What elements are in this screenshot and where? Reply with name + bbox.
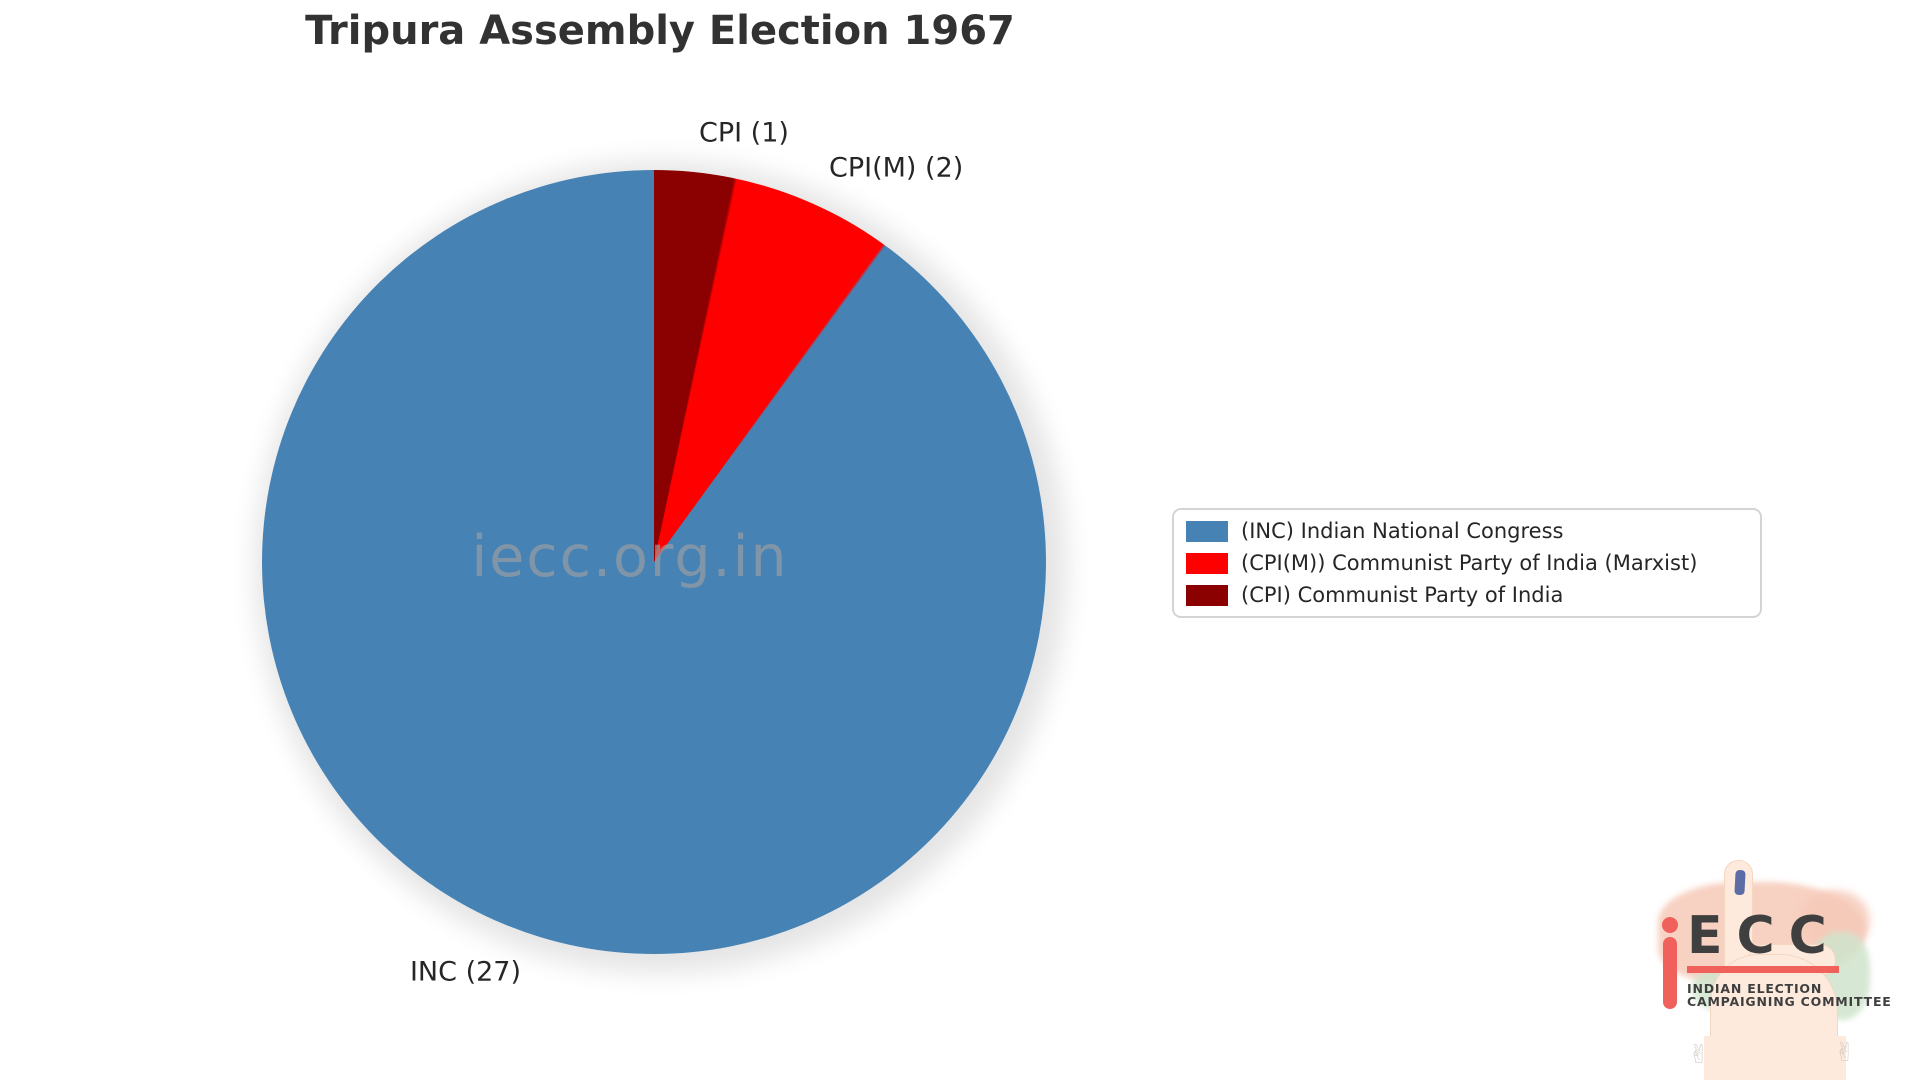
voter-ink-mark [1734, 869, 1746, 896]
legend-swatch [1186, 520, 1228, 542]
legend-label: (CPI) Communist Party of India [1241, 583, 1564, 607]
voting-hand-arm [1704, 1036, 1846, 1080]
logo-letter-i-stem [1663, 937, 1677, 1009]
victory-hand-doodle-left: ✌ [1688, 1040, 1710, 1070]
legend-swatch [1186, 584, 1228, 606]
legend-item: (INC) Indian National Congress [1174, 515, 1760, 547]
iecc-logo: ✌ ✌ ECC INDIAN ELECTION CAMPAIGNING COMM… [1650, 840, 1920, 1080]
slice-label-cpi-m: CPI(M) (2) [829, 152, 964, 184]
logo-underline-bar [1687, 966, 1839, 973]
legend-item: (CPI) Communist Party of India [1174, 579, 1760, 611]
logo-letter-i-dot [1662, 917, 1678, 933]
slice-label-inc: INC (27) [409, 956, 521, 988]
legend-label: (CPI(M)) Communist Party of India (Marxi… [1241, 551, 1698, 575]
legend-swatch [1186, 552, 1228, 574]
legend-label: (INC) Indian National Congress [1241, 519, 1564, 543]
legend-item: (CPI(M)) Communist Party of India (Marxi… [1174, 547, 1760, 579]
logo-subtitle-line1: INDIAN ELECTION [1687, 981, 1823, 996]
logo-text-ecc: ECC [1687, 906, 1841, 966]
chart-title: Tripura Assembly Election 1967 [305, 8, 1015, 54]
slice-label-cpi: CPI (1) [699, 117, 789, 149]
pie-circle [262, 170, 1046, 954]
legend: (INC) Indian National Congress (CPI(M)) C… [1172, 508, 1762, 618]
victory-hand-doodle-right: ✌ [1834, 1038, 1856, 1068]
logo-subtitle-line2: CAMPAIGNING COMMITTEE [1687, 994, 1892, 1009]
